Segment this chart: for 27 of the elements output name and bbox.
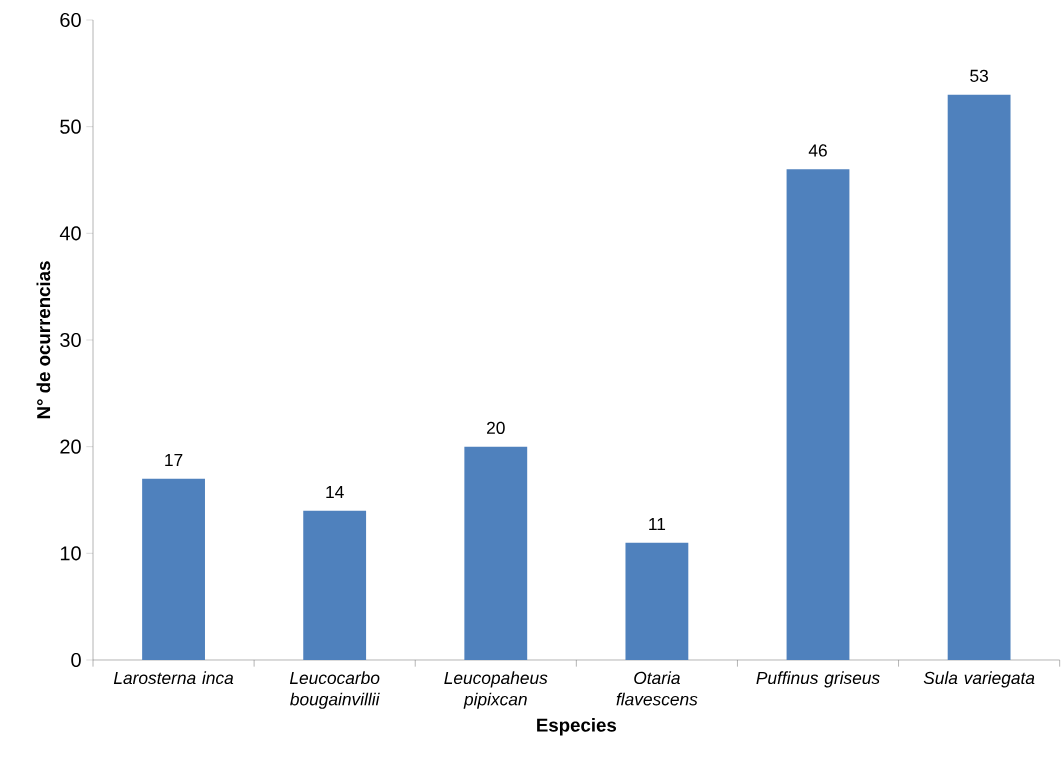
bar	[625, 542, 689, 660]
x-tick-label: Leucocarbo bougainvillii	[289, 671, 380, 709]
bar	[947, 94, 1011, 660]
bar	[142, 478, 205, 660]
y-tick-label: 50	[60, 119, 81, 134]
y-tick-label: 60	[60, 12, 81, 28]
bar	[464, 446, 528, 660]
bar	[303, 510, 367, 660]
x-tick-label: Larosterna inca	[113, 671, 234, 685]
data-label: 11	[649, 518, 666, 530]
y-tick-label: 40	[59, 226, 81, 241]
data-label: 53	[970, 69, 988, 82]
x-tick-label: Sula variegata	[923, 671, 1035, 688]
x-tick-label: Leucopaheus pipixcan	[444, 671, 548, 709]
x-tick-label: Puffinus griseus	[756, 671, 880, 688]
y-tick-label: 30	[60, 332, 81, 348]
bar	[786, 169, 850, 660]
data-label: 14	[326, 486, 344, 498]
data-label: 17	[165, 454, 183, 466]
data-label: 20	[487, 421, 505, 434]
y-tick-label: 0	[71, 652, 81, 668]
x-axis-title: Especies	[537, 718, 617, 736]
x-tick-label: Otaria flavescens	[616, 671, 698, 706]
data-label: 46	[808, 144, 827, 157]
y-tick-label: 10	[60, 546, 81, 561]
y-tick-label: 20	[60, 439, 81, 454]
y-axis-title: N° de ocurrencias	[36, 261, 51, 419]
